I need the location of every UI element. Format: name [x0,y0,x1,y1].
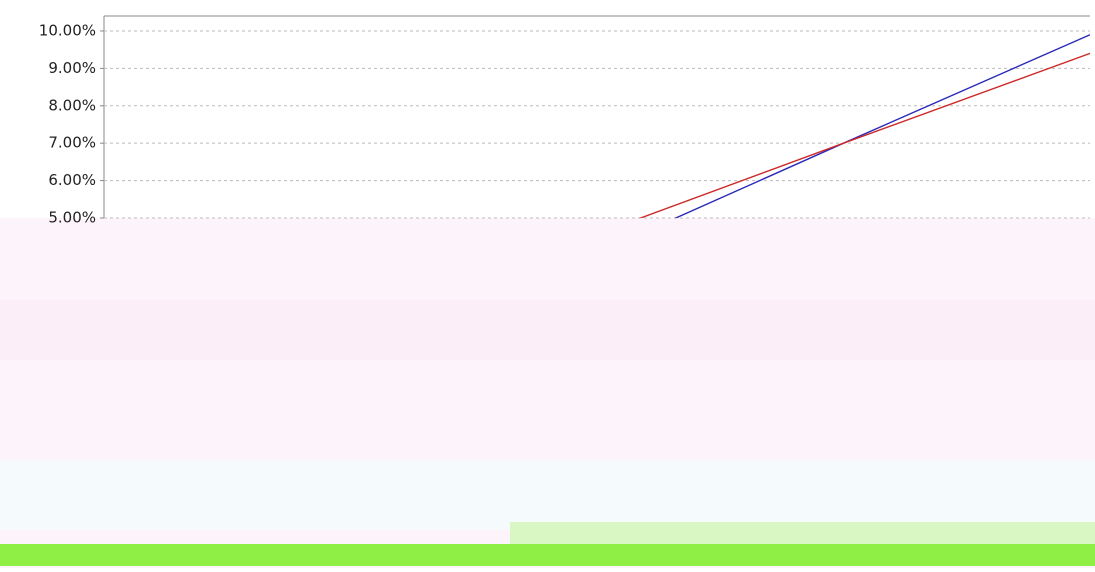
y-tick-label: 10.00% [39,21,96,39]
y-tick-label: 5.00% [48,209,96,227]
y-tick-label: 9.00% [48,59,96,77]
glitch-band [0,460,1095,530]
glitch-band [0,300,1095,360]
glitch-strip [510,522,1095,544]
glitch-strip [0,544,1095,566]
y-tick-label: 6.00% [48,171,96,189]
y-tick-label: 8.00% [48,96,96,114]
y-tick-label: 7.00% [48,134,96,152]
series-line [638,52,1090,218]
